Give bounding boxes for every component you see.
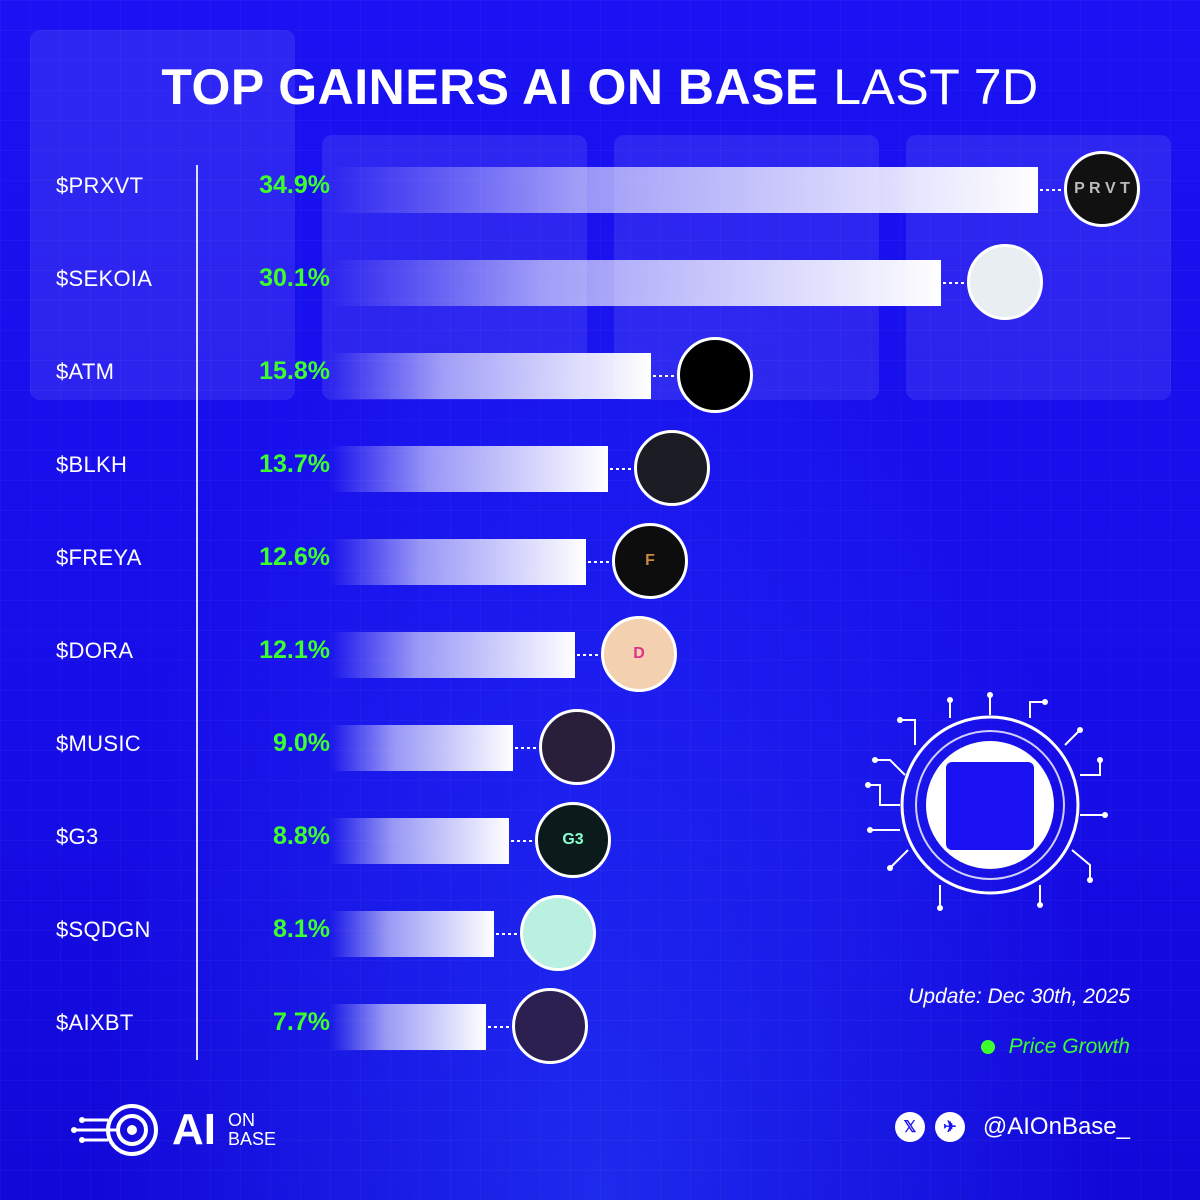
category-label: $G3 bbox=[56, 824, 99, 849]
bar-row: $FREYA 12.6% F bbox=[0, 523, 1200, 599]
brand-ai-text: AI bbox=[172, 1105, 216, 1154]
ai-on-base-logo-icon bbox=[71, 1104, 158, 1156]
value-label: 30.1% bbox=[259, 264, 330, 292]
category-label: $SQDGN bbox=[56, 917, 151, 942]
bar-connector bbox=[488, 1026, 510, 1028]
blkh-logo-icon bbox=[634, 430, 710, 506]
social-handle[interactable]: @AIOnBase_ bbox=[982, 1113, 1130, 1140]
bar-row: $SEKOIA 30.1% bbox=[0, 244, 1200, 320]
sekoia-logo-icon bbox=[967, 244, 1043, 320]
bar-connector bbox=[496, 933, 518, 935]
bar bbox=[330, 1004, 486, 1050]
brand-logo: AI ON BASE bbox=[70, 1100, 276, 1160]
bar-connector bbox=[610, 468, 632, 470]
bar-row: $PRXVT 34.9% P R V T bbox=[0, 151, 1200, 227]
bar-connector bbox=[653, 375, 675, 377]
category-label: $FREYA bbox=[56, 545, 142, 570]
bar-row: $MUSIC 9.0% bbox=[0, 709, 1200, 785]
legend-dot bbox=[980, 1040, 995, 1054]
bar bbox=[330, 260, 941, 306]
title-light: LAST 7D bbox=[833, 59, 1039, 115]
panel-left bbox=[30, 30, 295, 400]
bar-connector bbox=[515, 747, 537, 749]
value-label: 34.9% bbox=[259, 171, 330, 199]
telegram-icon[interactable]: ✈ bbox=[934, 1112, 965, 1142]
bar bbox=[330, 911, 494, 957]
brand-line-2: BASE bbox=[228, 1129, 277, 1149]
update-date: Update: Dec 30th, 2025 bbox=[908, 985, 1130, 1008]
social-links: 𝕏 ✈ @AIOnBase_ bbox=[894, 1112, 1130, 1142]
value-label: 15.8% bbox=[259, 357, 330, 385]
value-label: 12.1% bbox=[259, 636, 330, 664]
category-label: $ATM bbox=[56, 359, 115, 384]
bar-connector bbox=[577, 654, 599, 656]
category-label: $MUSIC bbox=[56, 731, 141, 756]
bar-row: $SQDGN 8.1% bbox=[0, 895, 1200, 971]
bar-connector bbox=[943, 282, 965, 284]
bar bbox=[330, 818, 509, 864]
x-icon[interactable]: 𝕏 bbox=[894, 1112, 925, 1142]
value-label: 9.0% bbox=[273, 729, 330, 757]
title-bold: TOP GAINERS AI ON BASE bbox=[161, 59, 819, 115]
value-label: 13.7% bbox=[259, 450, 330, 478]
bar-connector bbox=[588, 561, 610, 563]
bar-row: $ATM 15.8% bbox=[0, 337, 1200, 413]
value-label: 8.1% bbox=[273, 915, 330, 943]
category-label: $AIXBT bbox=[56, 1010, 134, 1035]
category-label: $PRXVT bbox=[56, 173, 144, 198]
bar bbox=[330, 446, 608, 492]
sqdgn-logo-icon bbox=[520, 895, 596, 971]
bar-row: $BLKH 13.7% bbox=[0, 430, 1200, 506]
bar-row: $AIXBT 7.7% bbox=[0, 988, 1200, 1064]
dora-logo-icon: D bbox=[601, 616, 677, 692]
category-label: $BLKH bbox=[56, 452, 128, 477]
bar bbox=[330, 632, 575, 678]
prxvt-logo-icon: P R V T bbox=[1064, 151, 1140, 227]
brand-sub-text: ON BASE bbox=[228, 1111, 276, 1149]
chart-title: TOP GAINERS AI ON BASE LAST 7D bbox=[0, 58, 1200, 116]
brand-line-1: ON bbox=[228, 1110, 255, 1131]
bar bbox=[330, 725, 513, 771]
value-label: 12.6% bbox=[259, 543, 330, 571]
chart-legend: Price Growth bbox=[980, 1035, 1130, 1059]
value-label: 7.7% bbox=[273, 1008, 330, 1036]
value-label: 8.8% bbox=[273, 822, 330, 850]
category-label: $SEKOIA bbox=[56, 266, 153, 291]
legend-label: Price Growth bbox=[1008, 1035, 1130, 1058]
category-label: $DORA bbox=[56, 638, 134, 663]
aixbt-logo-icon bbox=[512, 988, 588, 1064]
bar bbox=[330, 539, 586, 585]
bar bbox=[330, 167, 1038, 213]
axis-line bbox=[196, 165, 198, 1060]
bar-connector bbox=[1040, 189, 1062, 191]
bar-row: $G3 8.8% G3 bbox=[0, 802, 1200, 878]
bar-connector bbox=[511, 840, 533, 842]
circuit-ring-icon bbox=[865, 692, 1108, 911]
freya-logo-icon: F bbox=[612, 523, 688, 599]
bar bbox=[330, 353, 651, 399]
atm-logo-icon bbox=[677, 337, 753, 413]
g3-logo-icon: G3 bbox=[535, 802, 611, 878]
bar-row: $DORA 12.1% D bbox=[0, 616, 1200, 692]
music-logo-icon bbox=[539, 709, 615, 785]
